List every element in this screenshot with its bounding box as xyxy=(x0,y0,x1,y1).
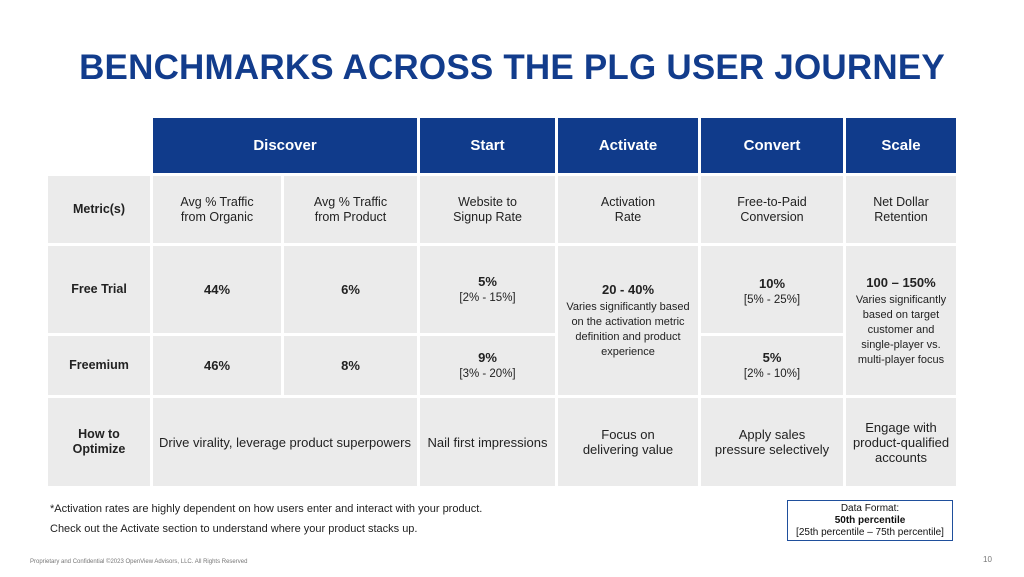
free-trial-convert-range: [5% - 25%] xyxy=(743,294,801,306)
row-label-freemium-text: Freemium xyxy=(69,358,129,372)
freemium-product-value: 8% xyxy=(341,358,360,373)
free-trial-convert: 10% [5% - 25%] xyxy=(701,246,843,333)
scale-note-line1: Varies significantly xyxy=(855,293,947,306)
free-trial-start: 5% [2% - 15%] xyxy=(420,246,555,333)
optimize-start-text: Nail first impressions xyxy=(427,434,548,450)
row-label-free-trial-text: Free Trial xyxy=(71,282,127,296)
header-activate-label: Activate xyxy=(598,137,658,154)
optimize-discover: Drive virality, leverage product superpo… xyxy=(153,398,417,486)
footnote-activate-section: Check out the Activate section to unders… xyxy=(50,523,418,535)
activate-value: 20 - 40% xyxy=(601,282,655,297)
optimize-activate-line2: delivering value xyxy=(582,442,674,457)
optimize-convert-line1: Apply sales xyxy=(738,427,806,442)
row-label-optimize: How to Optimize xyxy=(48,398,150,486)
legend-line2: 50th percentile xyxy=(834,514,906,526)
activate-note-line4: experience xyxy=(601,346,655,358)
header-scale: Scale xyxy=(846,118,956,173)
freemium-start-value: 9% xyxy=(478,349,497,365)
header-start-label: Start xyxy=(470,137,505,154)
metric-activate-line2: Rate xyxy=(614,209,642,224)
freemium-convert: 5% [2% - 10%] xyxy=(701,336,843,395)
header-convert-label: Convert xyxy=(743,137,801,154)
scale-note-line5: multi-player focus xyxy=(857,353,945,366)
optimize-discover-text: Drive virality, leverage product superpo… xyxy=(159,434,411,450)
free-trial-organic: 44% xyxy=(153,246,281,333)
row-label-metrics: Metric(s) xyxy=(48,176,150,243)
metric-start: Website to Signup Rate xyxy=(420,176,555,243)
free-trial-convert-value: 10% xyxy=(758,276,786,291)
header-start: Start xyxy=(420,118,555,173)
freemium-start-range: [3% - 20%] xyxy=(459,367,516,380)
row-label-free-trial: Free Trial xyxy=(48,246,150,333)
freemium-organic-value: 46% xyxy=(203,358,231,373)
free-trial-product: 6% xyxy=(284,246,417,333)
row-label-optimize-line2: Optimize xyxy=(72,442,126,456)
row-label-metrics-text: Metric(s) xyxy=(72,202,126,216)
free-trial-organic-value: 44% xyxy=(203,282,231,297)
page-number: 10 xyxy=(983,555,992,564)
header-discover-label: Discover xyxy=(253,137,317,154)
header-scale-label: Scale xyxy=(881,137,921,154)
freemium-product: 8% xyxy=(284,336,417,395)
freemium-start: 9% [3% - 20%] xyxy=(420,336,555,395)
optimize-convert: Apply sales pressure selectively xyxy=(701,398,843,486)
optimize-scale-line3: accounts xyxy=(874,449,928,465)
optimize-activate-line1: Focus on xyxy=(601,427,655,442)
free-trial-start-value: 5% xyxy=(478,273,497,289)
metric-scale-line1: Net Dollar xyxy=(873,194,929,209)
metric-organic: Avg % Traffic from Organic xyxy=(153,176,281,243)
legend-line3: [25th percentile – 75th percentile] xyxy=(796,526,944,538)
metric-product-line1: Avg % Traffic xyxy=(313,194,388,209)
legend-line1: Data Format: xyxy=(840,502,900,514)
metric-convert-line2: Conversion xyxy=(740,209,804,224)
scale-note-line4: single-player vs. xyxy=(861,338,941,351)
optimize-convert-line2: pressure selectively xyxy=(714,442,830,457)
footnote-activation: *Activation rates are highly dependent o… xyxy=(50,503,483,515)
scale-note-line3: customer and xyxy=(867,323,935,336)
optimize-scale-line1: Engage with xyxy=(865,419,937,435)
optimize-start: Nail first impressions xyxy=(420,398,555,486)
metric-product-line2: from Product xyxy=(314,209,387,224)
free-trial-product-value: 6% xyxy=(341,282,360,297)
metric-scale-line2: Retention xyxy=(874,209,928,224)
page-title: BENCHMARKS ACROSS THE PLG USER JOURNEY xyxy=(79,48,945,87)
header-convert: Convert xyxy=(701,118,843,173)
metric-product: Avg % Traffic from Product xyxy=(284,176,417,243)
header-activate: Activate xyxy=(558,118,698,173)
scale-benchmark: 100 – 150% Varies significantly based on… xyxy=(846,246,956,395)
metric-scale: Net Dollar Retention xyxy=(846,176,956,243)
activate-note-line3: definition and product xyxy=(575,331,681,343)
scale-value: 100 – 150% xyxy=(866,274,936,290)
metric-convert: Free-to-Paid Conversion xyxy=(701,176,843,243)
activate-note-line1: Varies significantly based xyxy=(566,301,690,313)
activate-note-line2: on the activation metric xyxy=(571,316,685,328)
header-discover: Discover xyxy=(153,118,417,173)
activate-benchmark: 20 - 40% Varies significantly based on t… xyxy=(558,246,698,395)
metric-convert-line1: Free-to-Paid xyxy=(737,194,807,209)
confidential-notice: Proprietary and Confidential ©2023 OpenV… xyxy=(30,559,248,565)
metric-start-line1: Website to xyxy=(458,194,517,209)
metric-activate-line1: Activation xyxy=(600,194,656,209)
optimize-scale: Engage with product-qualified accounts xyxy=(846,398,956,486)
data-format-legend: Data Format: 50th percentile [25th perce… xyxy=(787,500,953,541)
freemium-organic: 46% xyxy=(153,336,281,395)
row-label-optimize-line1: How to xyxy=(78,427,120,441)
freemium-convert-range: [2% - 10%] xyxy=(743,367,801,380)
row-label-freemium: Freemium xyxy=(48,336,150,395)
metric-start-line2: Signup Rate xyxy=(453,209,522,224)
metric-organic-line1: Avg % Traffic xyxy=(180,194,254,209)
freemium-convert-value: 5% xyxy=(762,349,782,365)
metric-activate: Activation Rate xyxy=(558,176,698,243)
metric-organic-line2: from Organic xyxy=(180,209,254,224)
optimize-scale-line2: product-qualified xyxy=(852,434,950,450)
scale-note-line2: based on target xyxy=(862,308,940,321)
optimize-activate: Focus on delivering value xyxy=(558,398,698,486)
free-trial-start-range: [2% - 15%] xyxy=(459,291,516,304)
